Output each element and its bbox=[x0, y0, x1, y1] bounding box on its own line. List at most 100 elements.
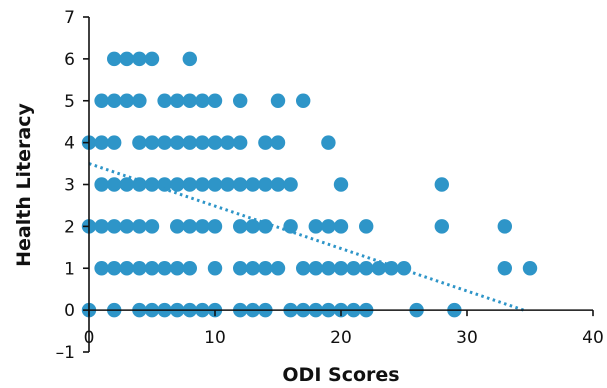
data-point bbox=[233, 261, 248, 276]
data-point bbox=[359, 261, 374, 276]
data-point bbox=[283, 219, 298, 234]
data-point bbox=[245, 261, 260, 276]
data-point bbox=[296, 93, 311, 108]
data-point bbox=[119, 177, 134, 192]
data-point bbox=[333, 261, 349, 276]
data-point bbox=[258, 219, 273, 234]
x-tick-label: 30 bbox=[456, 328, 478, 348]
data-point bbox=[170, 219, 185, 234]
x-axis-ticks: 0 10 20 30 40 bbox=[84, 310, 604, 348]
data-point bbox=[107, 219, 122, 234]
data-point bbox=[182, 51, 197, 67]
data-point bbox=[283, 177, 298, 192]
data-points bbox=[81, 51, 538, 318]
x-tick-label: 10 bbox=[204, 328, 226, 348]
data-point bbox=[157, 135, 172, 150]
data-point bbox=[119, 219, 134, 234]
data-point bbox=[321, 135, 336, 150]
data-point bbox=[233, 135, 248, 150]
data-point bbox=[195, 135, 210, 150]
data-point bbox=[144, 51, 160, 67]
data-point bbox=[195, 219, 210, 234]
data-point bbox=[94, 93, 109, 108]
y-tick-label: 2 bbox=[64, 217, 75, 237]
data-point bbox=[94, 261, 109, 276]
data-point bbox=[270, 177, 286, 192]
y-tick-label: 4 bbox=[64, 134, 75, 154]
data-point bbox=[182, 135, 197, 150]
data-point bbox=[119, 51, 134, 67]
data-point bbox=[207, 219, 223, 234]
data-point bbox=[170, 135, 185, 150]
data-point bbox=[371, 261, 386, 276]
data-point bbox=[157, 261, 172, 276]
data-point bbox=[157, 93, 172, 108]
data-point bbox=[170, 177, 185, 192]
data-point bbox=[245, 177, 260, 192]
data-point bbox=[119, 261, 134, 276]
trendline bbox=[88, 162, 525, 312]
y-tick-label: 6 bbox=[64, 50, 75, 70]
data-point bbox=[308, 261, 323, 276]
x-tick-label: 0 bbox=[84, 328, 95, 348]
data-point bbox=[107, 93, 122, 108]
data-point bbox=[144, 261, 160, 276]
data-point bbox=[94, 177, 109, 192]
data-point bbox=[308, 219, 323, 234]
y-tick-label: 1 bbox=[64, 259, 75, 279]
data-point bbox=[270, 93, 286, 108]
data-point bbox=[333, 219, 349, 234]
x-tick-label: 20 bbox=[330, 328, 352, 348]
y-tick-label: 3 bbox=[64, 176, 75, 196]
data-point bbox=[107, 135, 122, 150]
data-point bbox=[258, 177, 273, 192]
data-point bbox=[119, 93, 134, 108]
data-point bbox=[170, 93, 185, 108]
y-tick-label: 0 bbox=[64, 301, 75, 321]
data-point bbox=[522, 261, 538, 276]
y-tick-label: 5 bbox=[64, 92, 75, 112]
data-point bbox=[270, 261, 286, 276]
data-point bbox=[333, 177, 349, 192]
data-point bbox=[132, 219, 147, 234]
data-point bbox=[220, 135, 235, 150]
data-point bbox=[107, 261, 122, 276]
y-axis-label: Health Literacy bbox=[13, 103, 35, 267]
data-point bbox=[157, 177, 172, 192]
y-tick-label: –1 bbox=[56, 343, 75, 363]
data-point bbox=[132, 93, 147, 108]
data-point bbox=[359, 219, 374, 234]
data-point bbox=[321, 219, 336, 234]
data-point bbox=[132, 135, 147, 150]
data-point bbox=[207, 135, 223, 150]
data-point bbox=[94, 219, 109, 234]
data-point bbox=[270, 135, 286, 150]
data-point bbox=[434, 219, 449, 234]
data-point bbox=[182, 177, 197, 192]
data-point bbox=[384, 261, 399, 276]
y-axis-ticks: –1 0 1 2 3 4 5 6 7 bbox=[56, 8, 89, 363]
data-point bbox=[321, 261, 336, 276]
x-axis-label: ODI Scores bbox=[282, 364, 399, 386]
data-point bbox=[182, 93, 197, 108]
data-point bbox=[144, 219, 160, 234]
data-point bbox=[195, 93, 210, 108]
data-point bbox=[346, 261, 361, 276]
data-point bbox=[107, 51, 122, 67]
data-point bbox=[497, 261, 512, 276]
data-point bbox=[233, 177, 248, 192]
data-point bbox=[233, 219, 248, 234]
data-point bbox=[182, 219, 197, 234]
data-point bbox=[258, 135, 273, 150]
data-point bbox=[434, 177, 449, 192]
data-point bbox=[220, 177, 235, 192]
data-point bbox=[245, 219, 260, 234]
data-point bbox=[94, 135, 109, 150]
data-point bbox=[207, 93, 223, 108]
data-point bbox=[207, 177, 223, 192]
data-point bbox=[296, 261, 311, 276]
data-point bbox=[144, 135, 160, 150]
data-point bbox=[497, 219, 512, 234]
data-point bbox=[258, 261, 273, 276]
